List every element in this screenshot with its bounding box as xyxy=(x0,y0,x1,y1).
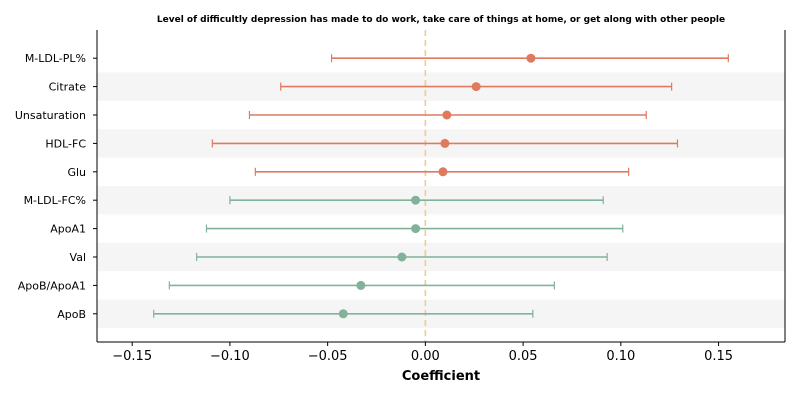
forest-row: Val xyxy=(70,251,608,264)
forest-row: M-LDL-PL% xyxy=(25,52,729,65)
point-estimate xyxy=(438,167,448,177)
point-estimate xyxy=(411,224,421,234)
row-label: M-LDL-FC% xyxy=(24,194,86,207)
x-tick-label: 0.05 xyxy=(509,349,538,364)
x-tick-label: 0.15 xyxy=(704,349,733,364)
row-label: HDL-FC xyxy=(45,137,86,150)
point-estimate xyxy=(526,53,536,63)
point-estimate xyxy=(397,252,407,262)
x-axis-ticks: −0.15 −0.10 −0.05 0.00 0.05 0.10 0.15 xyxy=(112,342,733,364)
forest-row: Citrate xyxy=(49,81,673,94)
point-estimate xyxy=(442,110,452,120)
x-axis-label: Coefficient xyxy=(402,369,480,384)
forest-row: Glu xyxy=(67,166,630,179)
row-label: Val xyxy=(70,251,86,264)
row-label: M-LDL-PL% xyxy=(25,52,86,65)
axes xyxy=(96,30,786,343)
forest-rows: M-LDL-PL% Citrate Unsaturation HDL-FC Glu M-L… xyxy=(15,52,729,321)
forest-row: ApoB xyxy=(57,308,534,321)
row-label: ApoB/ApoA1 xyxy=(18,279,86,292)
x-tick-label: −0.10 xyxy=(210,349,250,364)
row-label: ApoA1 xyxy=(50,223,86,236)
forest-row: M-LDL-FC% xyxy=(24,194,604,207)
forest-row: Unsaturation xyxy=(15,109,647,122)
forest-row: HDL-FC xyxy=(45,137,679,150)
forest-row: ApoB/ApoA1 xyxy=(18,279,555,292)
x-tick-label: 0.10 xyxy=(606,349,635,364)
forest-row: ApoA1 xyxy=(50,223,624,236)
x-tick-label: −0.15 xyxy=(112,349,152,364)
point-estimate xyxy=(338,309,348,319)
point-estimate xyxy=(471,82,481,92)
point-estimate xyxy=(356,280,366,290)
row-label: ApoB xyxy=(57,308,86,321)
point-estimate xyxy=(440,138,450,148)
row-label: Citrate xyxy=(49,81,87,94)
chart-title: Level of difficultly depression has made… xyxy=(157,15,725,25)
row-label: Glu xyxy=(67,166,86,179)
x-tick-label: 0.00 xyxy=(411,349,440,364)
point-estimate xyxy=(411,195,421,205)
x-tick-label: −0.05 xyxy=(308,349,348,364)
row-label: Unsaturation xyxy=(15,109,86,122)
